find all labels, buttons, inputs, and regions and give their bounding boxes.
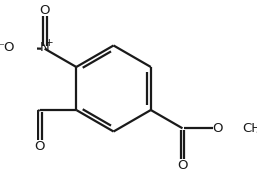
- Text: O: O: [34, 139, 45, 153]
- Text: O: O: [177, 159, 188, 172]
- Text: N: N: [40, 41, 50, 54]
- Text: +: +: [45, 38, 54, 48]
- Text: O: O: [212, 122, 223, 135]
- Text: CH: CH: [242, 122, 257, 135]
- Text: O: O: [39, 4, 50, 17]
- Text: ⁻O: ⁻O: [0, 41, 15, 54]
- Text: 3: 3: [255, 125, 257, 135]
